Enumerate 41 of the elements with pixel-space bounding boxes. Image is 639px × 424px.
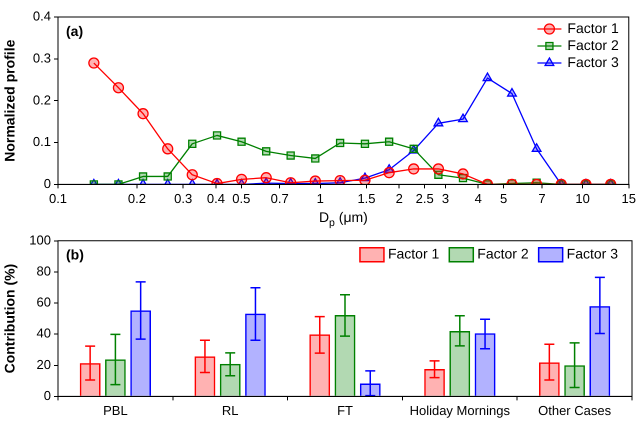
y-tick-label: 0 — [44, 176, 51, 191]
y-tick-label: 40 — [36, 326, 51, 341]
y-tick-label: 100 — [29, 232, 51, 248]
x-tick-label: Other Cases — [538, 402, 612, 418]
annotation: (b) — [66, 246, 84, 263]
annotation: (a) — [66, 22, 84, 39]
legend-label: Factor 3 — [567, 54, 619, 70]
legend-label: Factor 1 — [388, 246, 440, 262]
x-tick-label: Holiday Mornings — [410, 402, 511, 418]
x-tick-label: 0.3 — [174, 190, 192, 206]
x-tick-label: 15 — [622, 190, 636, 206]
x-tick-label: 0.2 — [128, 190, 146, 206]
y-axis-title: Contribution (%) — [1, 264, 18, 374]
x-tick-label: 7 — [538, 190, 546, 206]
x-tick-label: 0.7 — [270, 190, 289, 206]
x-tick-label: 2.5 — [416, 190, 434, 206]
x-tick-label: 0.5 — [232, 190, 250, 206]
x-tick-label: 1.5 — [357, 190, 376, 206]
x-tick-label: 0.4 — [206, 190, 225, 206]
x-tick-label: FT — [337, 402, 353, 418]
x-tick-label: 5 — [500, 190, 508, 206]
x-tick-label: 10 — [575, 190, 590, 206]
y-tick-label: 60 — [36, 294, 51, 310]
y-tick-label: 0.4 — [32, 8, 51, 24]
x-tick-label: RL — [222, 402, 239, 418]
legend-label: Factor 2 — [567, 36, 619, 53]
legend-label: Factor 3 — [566, 246, 618, 262]
legend-label: Factor 2 — [477, 246, 529, 262]
x-tick-label: 3 — [442, 190, 450, 206]
y-tick-label: 20 — [36, 356, 51, 372]
y-tick-label: 0.1 — [32, 134, 51, 150]
x-tick-label: 4 — [474, 190, 482, 206]
y-tick-label: 0.2 — [32, 92, 51, 108]
y-tick-label: 0 — [44, 388, 51, 403]
x-tick-label: 2 — [396, 190, 403, 206]
y-axis-title: Normalized profile — [1, 39, 18, 162]
y-tick-label: 0.3 — [32, 50, 51, 66]
x-tick-label: 1 — [316, 190, 324, 206]
y-tick-label: 80 — [36, 264, 51, 278]
x-tick-label: PBL — [103, 402, 128, 418]
legend-label: Factor 1 — [567, 20, 619, 36]
